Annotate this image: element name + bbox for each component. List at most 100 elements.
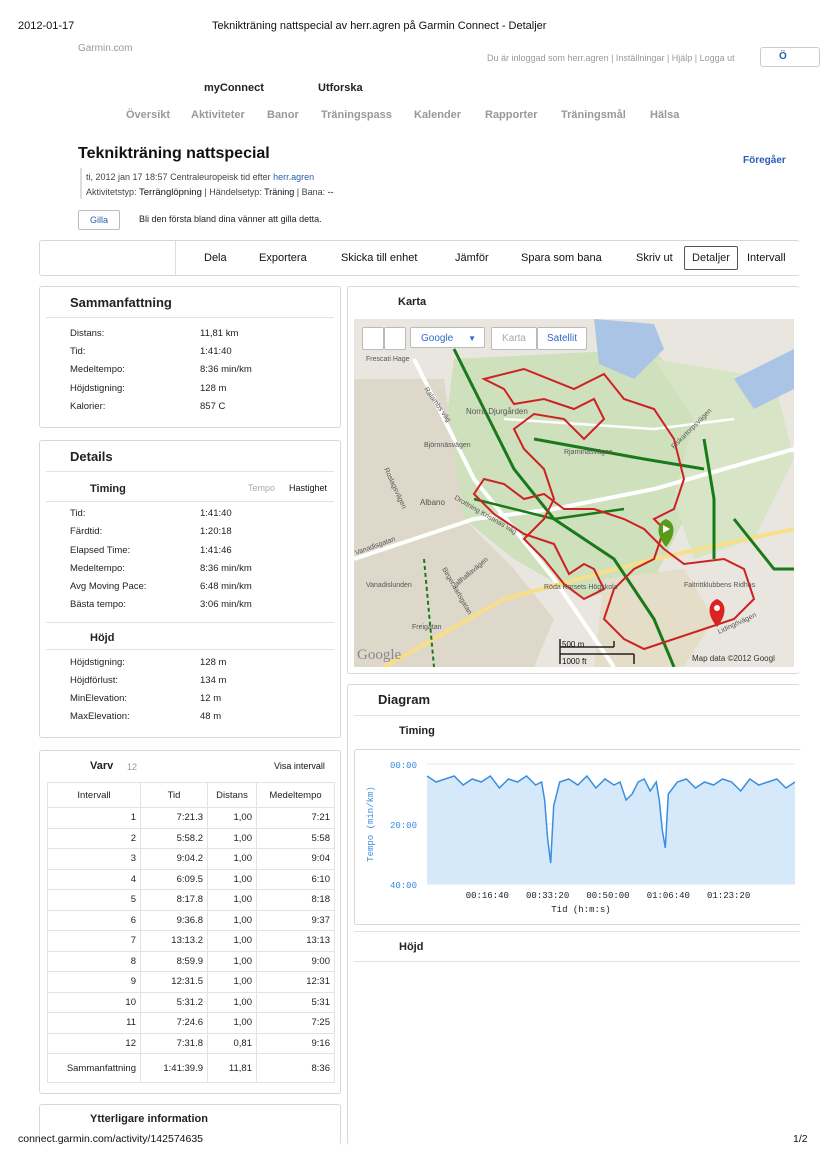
meta-bar: [80, 168, 82, 199]
table-row[interactable]: 11 7:24.6 1,00 7:25: [47, 1012, 335, 1034]
x-axis-label: Tid (h:m:s): [551, 905, 610, 915]
height-divider: [46, 649, 334, 650]
tab-oversikt[interactable]: Översikt: [126, 109, 171, 121]
table-row[interactable]: 10 5:31.2 1,00 5:31: [47, 991, 335, 1013]
lap-distance: 1,00: [207, 848, 257, 870]
tab-aktiviteter[interactable]: Aktiviteter: [191, 109, 245, 121]
activity-title: Teknikträning nattspecial: [78, 145, 270, 162]
lap-number: 7: [47, 930, 141, 952]
like-text: Bli den första bland dina vänner att gil…: [139, 214, 322, 224]
tab-banor[interactable]: Banor: [267, 109, 299, 121]
map-type-satellit[interactable]: Satellit: [537, 327, 587, 350]
activity-meta: ti, 2012 jan 17 18:57 Centraleuropeisk t…: [86, 172, 314, 182]
map-type-karta[interactable]: Karta: [491, 327, 537, 350]
share-button[interactable]: Dela: [204, 252, 227, 264]
table-row[interactable]: 4 6:09.5 1,00 6:10: [47, 868, 335, 890]
height-chart-divider: [354, 931, 800, 932]
col-time[interactable]: Tid: [140, 782, 208, 808]
map-label: Vanadislunden: [366, 582, 412, 589]
lap-distance: 1,00: [207, 930, 257, 952]
end-marker: [709, 599, 725, 627]
laps-summary-row[interactable]: Sammanfattning 1:41:39.9 11,81 8:36: [47, 1053, 335, 1083]
col-interval[interactable]: Intervall: [47, 782, 141, 808]
tab-rapporter[interactable]: Rapporter: [485, 109, 538, 121]
row-value: 128 m: [200, 657, 227, 668]
send-to-device-button[interactable]: Skicka till enhet: [341, 252, 418, 264]
activity-user-link[interactable]: herr.agren: [273, 172, 315, 182]
lap-number: 4: [47, 868, 141, 890]
tab-kalender[interactable]: Kalender: [414, 109, 462, 121]
table-row[interactable]: 1 7:21.3 1,00 7:21: [47, 807, 335, 829]
toggle-pace[interactable]: Tempo: [248, 483, 276, 493]
pan-button[interactable]: ​: [384, 327, 406, 350]
toggle-speed[interactable]: Hastighet: [289, 483, 328, 493]
lap-pace: 5:58: [256, 827, 335, 849]
trail-path: [732, 518, 794, 571]
lap-time: 9:04.2: [140, 848, 208, 870]
diagram-divider: [354, 715, 800, 716]
row-value: 1:20:18: [200, 526, 232, 537]
diagram-timing-title: Timing: [399, 725, 435, 737]
tab-traningspass[interactable]: Träningspass: [321, 109, 392, 121]
diagram-height-title: Höjd: [399, 941, 424, 953]
save-as-course-button[interactable]: Spara som bana: [521, 252, 602, 264]
previous-activity-link[interactable]: Föregåer: [743, 155, 786, 166]
row-label: Tid:: [70, 508, 86, 519]
type-label: Aktivitetstyp:: [86, 187, 140, 197]
nav-myconnect[interactable]: myConnect: [204, 82, 264, 94]
row-value: 12 m: [200, 693, 222, 704]
lap-pace: 6:10: [256, 868, 335, 890]
zoom-button[interactable]: ​: [362, 327, 384, 350]
lap-pace: 9:16: [256, 1032, 335, 1054]
user-bar[interactable]: Du är inloggad som herr.agren | Inställn…: [487, 53, 735, 63]
map-provider-select[interactable]: Google ▼: [410, 327, 485, 348]
x-tick-label: 00:16:40: [466, 891, 509, 901]
table-row[interactable]: 2 5:58.2 1,00 5:58: [47, 827, 335, 849]
row-label: Höjdstigning:: [70, 657, 125, 668]
print-date: 2012-01-17: [18, 20, 75, 32]
table-row[interactable]: 5 8:17.8 1,00 8:18: [47, 889, 335, 911]
tab-halsa[interactable]: Hälsa: [650, 109, 680, 121]
trail-path: [473, 497, 625, 521]
activity-type[interactable]: Terränglöpning: [139, 187, 202, 198]
col-distance[interactable]: Distans: [207, 782, 257, 808]
course-label: | Bana:: [294, 187, 328, 197]
timing-chart[interactable]: 00:00 20:00 40:00 00:16:40 00:33:20 00:50:00 0…: [355, 750, 796, 922]
event-type[interactable]: Träning: [264, 187, 295, 197]
show-intervals-link[interactable]: Visa intervall: [274, 761, 325, 771]
table-row[interactable]: 3 9:04.2 1,00 9:04: [47, 848, 335, 870]
compare-button[interactable]: Jämför: [455, 252, 489, 264]
map-canvas[interactable]: Frescati Hage Ralambs väg Norra Djurgård…: [354, 319, 794, 667]
table-row[interactable]: 12 7:31.8 0,81 9:16: [47, 1032, 335, 1054]
like-button[interactable]: Gilla: [78, 210, 120, 230]
lap-distance: 1,00: [207, 827, 257, 849]
col-pace[interactable]: Medeltempo: [256, 782, 335, 808]
scale-bar: [559, 639, 635, 664]
row-label: Medeltempo:: [70, 364, 125, 375]
park-area: [444, 349, 704, 599]
garmin-logo[interactable]: Garmin.com: [78, 43, 133, 54]
lap-distance: 1,00: [207, 950, 257, 972]
course-value: --: [327, 187, 334, 197]
table-row[interactable]: 7 13:13.2 1,00 13:13: [47, 930, 335, 952]
action-toolbar: Dela Exportera Skicka till enhet Jämför …: [39, 240, 800, 276]
lap-time: 7:31.8: [140, 1032, 208, 1054]
row-label: Höjdstigning:: [70, 383, 125, 394]
table-row[interactable]: 8 8:59.9 1,00 9:00: [47, 950, 335, 972]
row-value: 3:06 min/km: [200, 599, 252, 610]
tab-traningsmal[interactable]: Träningsmål: [561, 109, 626, 121]
nav-utforska[interactable]: Utforska: [318, 82, 363, 94]
lap-distance: 1,00: [207, 889, 257, 911]
tab-details[interactable]: Detaljer: [684, 246, 738, 270]
print-button[interactable]: Skriv ut: [636, 252, 673, 264]
tab-intervals[interactable]: Intervall: [747, 252, 786, 264]
lap-time: 12:31.5: [140, 971, 208, 993]
table-row[interactable]: 6 9:36.8 1,00 9:37: [47, 909, 335, 931]
user-menu-button[interactable]: Ö: [760, 47, 820, 67]
export-button[interactable]: Exportera: [259, 252, 307, 264]
details-divider: [46, 471, 334, 472]
row-label: Bästa tempo:: [70, 599, 126, 610]
table-row[interactable]: 9 12:31.5 1,00 12:31: [47, 971, 335, 993]
y-tick-label: 00:00: [390, 761, 417, 771]
scale-m: 500 m: [562, 640, 585, 649]
